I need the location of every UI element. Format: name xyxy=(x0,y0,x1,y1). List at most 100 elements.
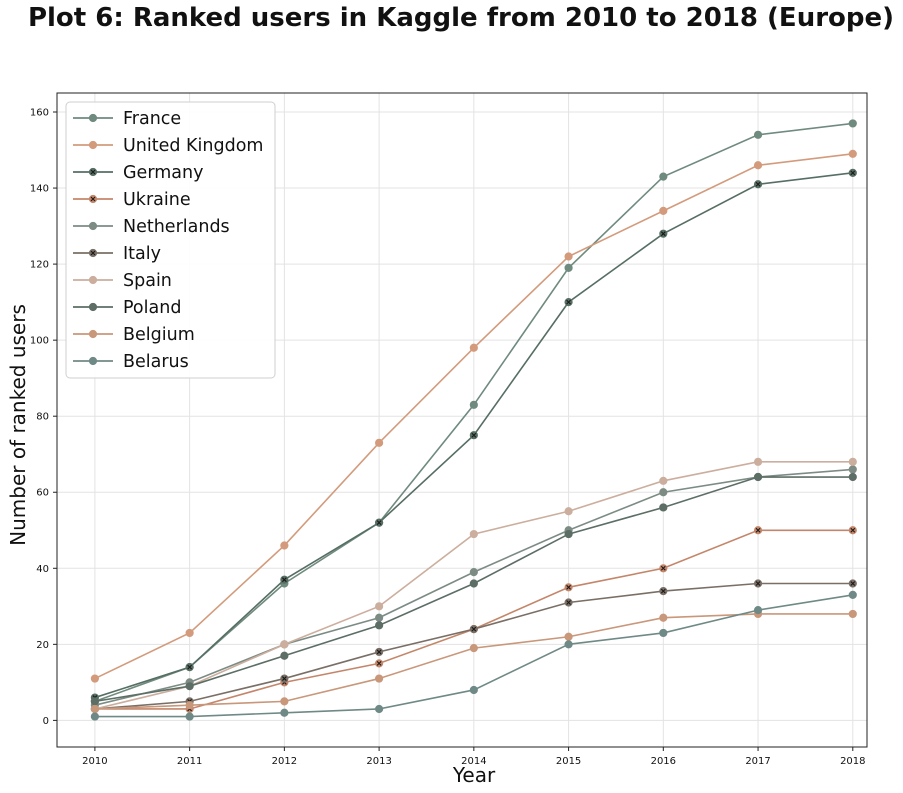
data-point-united-kingdom xyxy=(469,343,478,352)
data-point-spain xyxy=(564,507,573,516)
data-point-united-kingdom xyxy=(753,161,763,170)
series-belarus xyxy=(90,590,857,721)
plot-frame xyxy=(56,92,868,748)
y-tick-label: 20 xyxy=(36,640,49,651)
data-point-ukraine xyxy=(659,564,668,573)
data-point-belarus xyxy=(848,590,857,600)
legend-marker xyxy=(88,302,98,312)
data-point-netherlands xyxy=(375,613,384,622)
legend-marker xyxy=(88,248,98,258)
data-point-belarus xyxy=(280,708,289,717)
x-tick-label: 2016 xyxy=(651,756,676,767)
y-tick-label: 80 xyxy=(36,412,49,423)
legend-marker xyxy=(88,113,98,123)
legend-entry: Germany xyxy=(73,163,203,183)
x-tick-label: 2013 xyxy=(366,756,391,767)
data-point-united-kingdom xyxy=(564,252,573,261)
data-point-poland xyxy=(659,503,668,512)
legend-entry: Netherlands xyxy=(73,217,230,237)
legend-label: France xyxy=(123,109,181,129)
data-point-italy xyxy=(659,587,668,596)
legend-label: United Kingdom xyxy=(123,136,263,156)
y-tick-label: 160 xyxy=(30,108,49,119)
data-point-belgium xyxy=(469,644,478,653)
data-point-germany xyxy=(375,518,384,527)
legend-marker xyxy=(88,194,98,204)
series-germany xyxy=(90,168,857,702)
data-point-belarus xyxy=(564,640,573,649)
data-point-netherlands xyxy=(848,465,857,474)
data-point-united-kingdom xyxy=(90,674,99,683)
y-tick-label: 0 xyxy=(43,716,49,727)
legend-entry: France xyxy=(73,109,181,129)
data-point-belarus xyxy=(375,704,384,714)
data-point-italy xyxy=(848,579,857,588)
data-point-belarus xyxy=(469,685,478,695)
data-point-italy xyxy=(564,598,573,607)
legend-entry: Belgium xyxy=(73,325,195,345)
data-point-italy xyxy=(469,625,478,634)
legend-marker xyxy=(88,275,98,285)
data-point-united-kingdom xyxy=(375,438,384,447)
legend: France United Kingdom Germany Ukraine Nether… xyxy=(65,101,276,379)
data-point-belgium xyxy=(280,697,289,706)
legend-label: Netherlands xyxy=(123,217,230,237)
data-point-united-kingdom xyxy=(185,628,194,638)
y-tick-label: 100 xyxy=(30,336,49,347)
data-point-united-kingdom xyxy=(848,149,857,158)
data-point-ukraine xyxy=(753,526,763,535)
y-tick-label: 120 xyxy=(30,260,49,271)
data-point-belgium xyxy=(90,704,99,714)
legend-entry: Belarus xyxy=(73,352,189,372)
legend-entry: United Kingdom xyxy=(73,136,263,156)
data-point-poland xyxy=(90,697,99,706)
data-point-netherlands xyxy=(659,488,668,497)
data-point-france xyxy=(753,130,763,139)
data-point-germany xyxy=(185,663,194,672)
data-point-poland xyxy=(564,529,573,539)
data-point-poland xyxy=(280,651,289,660)
legend-entry: Spain xyxy=(73,271,172,291)
legend-label: Belgium xyxy=(123,325,195,345)
data-point-spain xyxy=(280,640,289,649)
data-point-belarus xyxy=(659,628,668,638)
y-tick-label: 40 xyxy=(36,564,49,575)
data-point-germany xyxy=(564,298,573,307)
legend-label: Belarus xyxy=(123,352,189,372)
data-point-united-kingdom xyxy=(659,206,668,215)
x-tick-label: 2012 xyxy=(272,756,297,767)
data-point-germany xyxy=(469,431,478,440)
series-layer xyxy=(90,119,857,721)
data-point-united-kingdom xyxy=(280,541,289,550)
data-point-spain xyxy=(753,457,763,466)
legend-box xyxy=(65,101,276,379)
x-tick-label: 2011 xyxy=(177,756,202,767)
data-point-france xyxy=(469,400,478,409)
legend-marker xyxy=(88,167,98,177)
data-point-poland xyxy=(469,579,478,588)
data-point-spain xyxy=(659,476,668,485)
data-point-poland xyxy=(753,472,763,482)
data-point-netherlands xyxy=(469,567,478,577)
data-point-ukraine xyxy=(848,526,857,535)
data-point-italy xyxy=(753,579,763,588)
x-tick-label: 2017 xyxy=(745,756,770,767)
series-poland xyxy=(90,472,857,706)
data-point-belarus xyxy=(753,606,763,615)
y-tick-label: 140 xyxy=(30,184,49,195)
data-point-poland xyxy=(185,682,194,691)
data-point-poland xyxy=(848,472,857,482)
x-tick-label: 2010 xyxy=(82,756,107,767)
data-point-france xyxy=(848,119,857,128)
legend-label: Germany xyxy=(123,163,203,183)
data-point-poland xyxy=(375,621,384,630)
data-point-belarus xyxy=(90,712,99,721)
legend-marker xyxy=(88,329,98,339)
x-tick-label: 2015 xyxy=(556,756,581,767)
data-point-spain xyxy=(375,602,384,611)
data-point-italy xyxy=(375,647,384,657)
data-point-spain xyxy=(469,529,478,539)
data-point-belgium xyxy=(564,632,573,641)
data-point-germany xyxy=(753,180,763,189)
